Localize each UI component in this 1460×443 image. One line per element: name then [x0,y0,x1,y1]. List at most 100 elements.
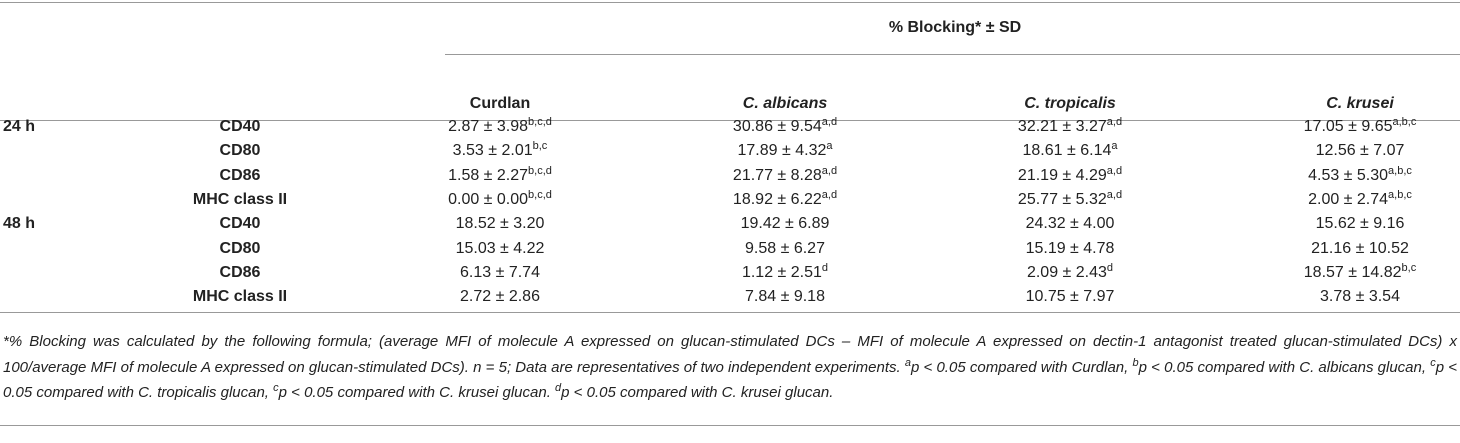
cell-superscript: a,d [1106,116,1123,128]
cell-superscript: a,d [821,116,838,128]
cell: 30.86 ± 9.54a,d [733,117,837,137]
column-header: Curdlan [469,95,531,112]
cell-superscript: a [1111,140,1118,153]
cell: 10.75 ± 7.97 [1026,287,1115,307]
cell-superscript: b,c [1401,261,1417,274]
cell-value: 3.53 ± 2.01 [452,142,533,160]
cell-superscript: b,c,d [528,164,552,177]
cell-superscript: b,c,d [528,188,552,201]
cell: 15.62 ± 9.16 [1316,214,1405,234]
cell: 2.09 ± 2.43d [1026,261,1114,283]
footnote-text: p < 0.05 compared with C. tropicalis glu… [3,358,1458,402]
cell-superscript: a,d [821,188,838,201]
cell: 4.53 ± 5.30a,b,c [1308,164,1412,186]
cell-value: 15.19 ± 4.78 [1025,239,1115,257]
rule [0,120,1460,121]
column-header: C. krusei [1326,95,1394,112]
footnote-text: p < 0.05 compared with C. albicans gluca… [1138,358,1431,376]
cell-value: 18.52 ± 3.20 [455,215,545,233]
row-label: MHC class II [192,288,288,306]
footnote: *% Blocking was calculated by the follow… [3,329,1457,406]
footnote-superscript: c [273,382,279,394]
cell: 18.61 ± 6.14a [1023,141,1118,161]
cell-value: 1.58 ± 2.27 [448,166,529,184]
cell: 3.78 ± 3.54 [1320,287,1400,307]
cell: 15.19 ± 4.78 [1026,239,1115,259]
time-label: 48 h [3,215,36,233]
cell-value: 15.03 ± 4.22 [455,239,545,257]
cell-value: 17.89 ± 4.32 [737,142,827,160]
footnote-superscript: d [555,382,562,394]
footnote-superscript: b [1132,356,1139,369]
cell-superscript: a,b,c [1388,188,1412,201]
cell: 3.53 ± 2.01b,c [453,141,548,161]
cell-superscript: b,c [532,140,548,153]
cell-value: 21.77 ± 8.28 [732,166,822,184]
cell: 21.19 ± 4.29a,d [1017,164,1123,186]
cell: 1.12 ± 2.51d [742,262,828,283]
cell-value: 3.78 ± 3.54 [1320,288,1400,306]
row-label: MHC class II [192,190,288,208]
footnote-text: p < 0.05 compared with C. krusei glucan. [561,384,834,401]
cell-value: 19.42 ± 6.89 [740,215,830,233]
cell-value: 9.58 ± 6.27 [745,239,825,257]
cell-superscript: a,d [821,164,838,177]
cell-value: 10.75 ± 7.97 [1025,288,1115,306]
cell-value: 18.61 ± 6.14 [1022,142,1112,160]
cell: 21.77 ± 8.28a,d [732,164,838,186]
row-label: CD86 [219,263,261,281]
cell: 32.21 ± 3.27a,d [1018,117,1122,137]
cell: 19.42 ± 6.89 [741,214,830,234]
cell-value: 15.62 ± 9.16 [1315,215,1405,233]
cell-value: 17.05 ± 9.65 [1303,118,1393,135]
cell: 1.58 ± 2.27b,c,d [448,164,552,186]
cell-superscript: a,d [1106,188,1123,201]
cell-superscript: a [826,140,833,153]
cell: 12.56 ± 7.07 [1316,141,1405,161]
row-label: CD40 [219,118,261,135]
cell: 2.00 ± 2.74a,b,c [1308,188,1412,210]
row-label: CD40 [219,215,261,233]
cell-value: 2.87 ± 3.98 [448,118,529,135]
cell: 17.89 ± 4.32a [738,141,833,161]
cell: 24.32 ± 4.00 [1026,214,1115,234]
column-header: C. tropicalis [1024,95,1116,112]
cell-superscript: a,d [1106,164,1123,177]
row-label: CD80 [219,142,261,160]
column-header: C. albicans [742,95,828,112]
cell: 17.05 ± 9.65a,b,c [1304,117,1417,137]
cell-superscript: a,b,c [1388,164,1412,177]
cell-value: 18.57 ± 14.82 [1303,263,1402,281]
cell-value: 12.56 ± 7.07 [1315,142,1405,160]
rule [0,312,1460,313]
cell-value: 6.13 ± 7.74 [460,263,540,281]
cell: 6.13 ± 7.74 [460,263,540,283]
cell-superscript: b,c,d [528,116,552,128]
cell: 2.72 ± 2.86 [460,287,540,307]
rule [0,425,1460,426]
cell-value: 2.72 ± 2.86 [460,288,540,306]
cell-value: 7.84 ± 9.18 [745,288,825,306]
cell: 0.00 ± 0.00b,c,d [448,188,552,210]
cell-value: 18.92 ± 6.22 [732,190,822,208]
cell: 15.03 ± 4.22 [456,239,545,259]
time-label: 24 h [3,118,36,135]
cell-value: 2.09 ± 2.43 [1026,263,1107,281]
footnote-text: *% Blocking was calculated by the follow… [3,333,1457,376]
cell-value: 25.77 ± 5.32 [1017,190,1107,208]
cell-value: 32.21 ± 3.27 [1017,118,1107,135]
cell-superscript: a,b,c [1392,116,1417,128]
footnote-text: p < 0.05 compared with C. krusei glucan. [278,384,556,401]
cell-value: 0.00 ± 0.00 [448,190,529,208]
rule [445,54,1460,55]
cell-value: 2.00 ± 2.74 [1308,190,1389,208]
cell-value: 21.19 ± 4.29 [1017,166,1107,184]
cell-value: 30.86 ± 9.54 [732,118,822,135]
footnote-superscript: c [1430,356,1436,369]
row-label: CD86 [219,166,261,184]
cell: 18.57 ± 14.82b,c [1303,261,1417,283]
cell: 7.84 ± 9.18 [745,287,825,307]
cell-superscript: d [1106,261,1114,274]
rule [0,2,1460,3]
